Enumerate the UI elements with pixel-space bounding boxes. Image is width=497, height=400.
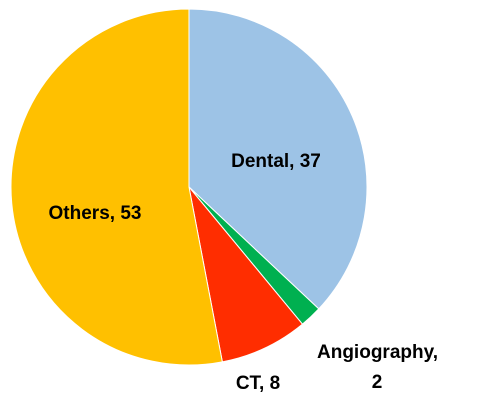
pie-slice <box>188 8 368 310</box>
data-label: Others, 53 <box>48 203 142 224</box>
pie-slice <box>10 8 223 366</box>
data-label: CT, 8 <box>235 373 281 394</box>
pie-slice <box>188 186 304 363</box>
data-label: Dental, 37 <box>231 151 321 172</box>
data-label: Angiography, 2 <box>317 342 439 393</box>
